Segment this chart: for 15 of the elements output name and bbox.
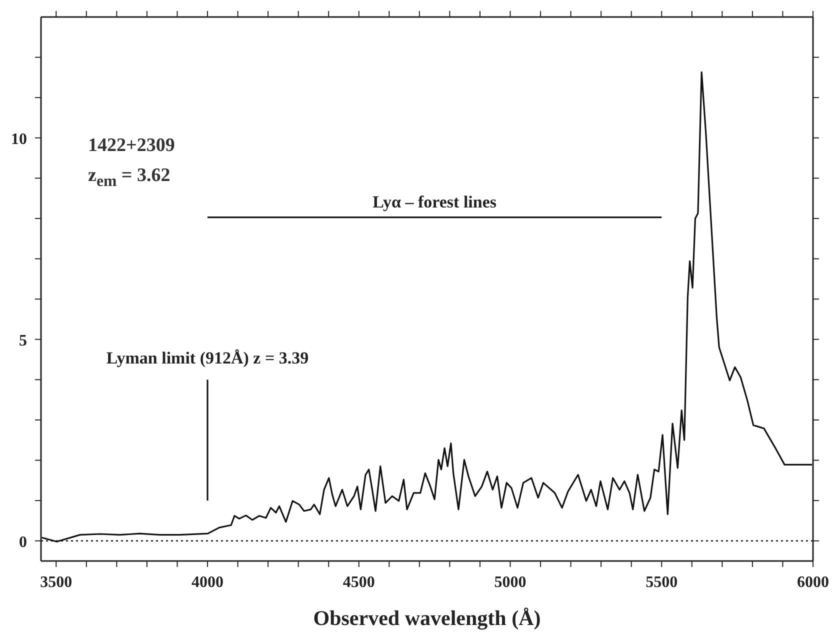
x-axis-title: Observed wavelength (Å) — [313, 606, 541, 630]
x-tick-label: 4500 — [342, 574, 375, 591]
annotation: Lyman limit (912Å) z = 3.39 — [106, 348, 309, 368]
x-tick-label: 4000 — [192, 574, 224, 591]
annotation: z$_{em}$ = 3.62 — [88, 165, 170, 191]
line-series — [41, 71, 813, 542]
y-tick-label: 0 — [19, 534, 27, 551]
x-tick-label: 6000 — [797, 574, 829, 591]
x-tick-label: 5000 — [494, 574, 526, 591]
y-tick-label: 5 — [19, 332, 27, 350]
x-tick-label: 3500 — [40, 574, 72, 591]
y-tick-label: 10 — [11, 130, 27, 148]
x-tick-label: 5500 — [646, 574, 678, 591]
annotation: 1422+2309 — [88, 135, 175, 157]
annotation: Lyα – forest lines — [372, 192, 497, 212]
